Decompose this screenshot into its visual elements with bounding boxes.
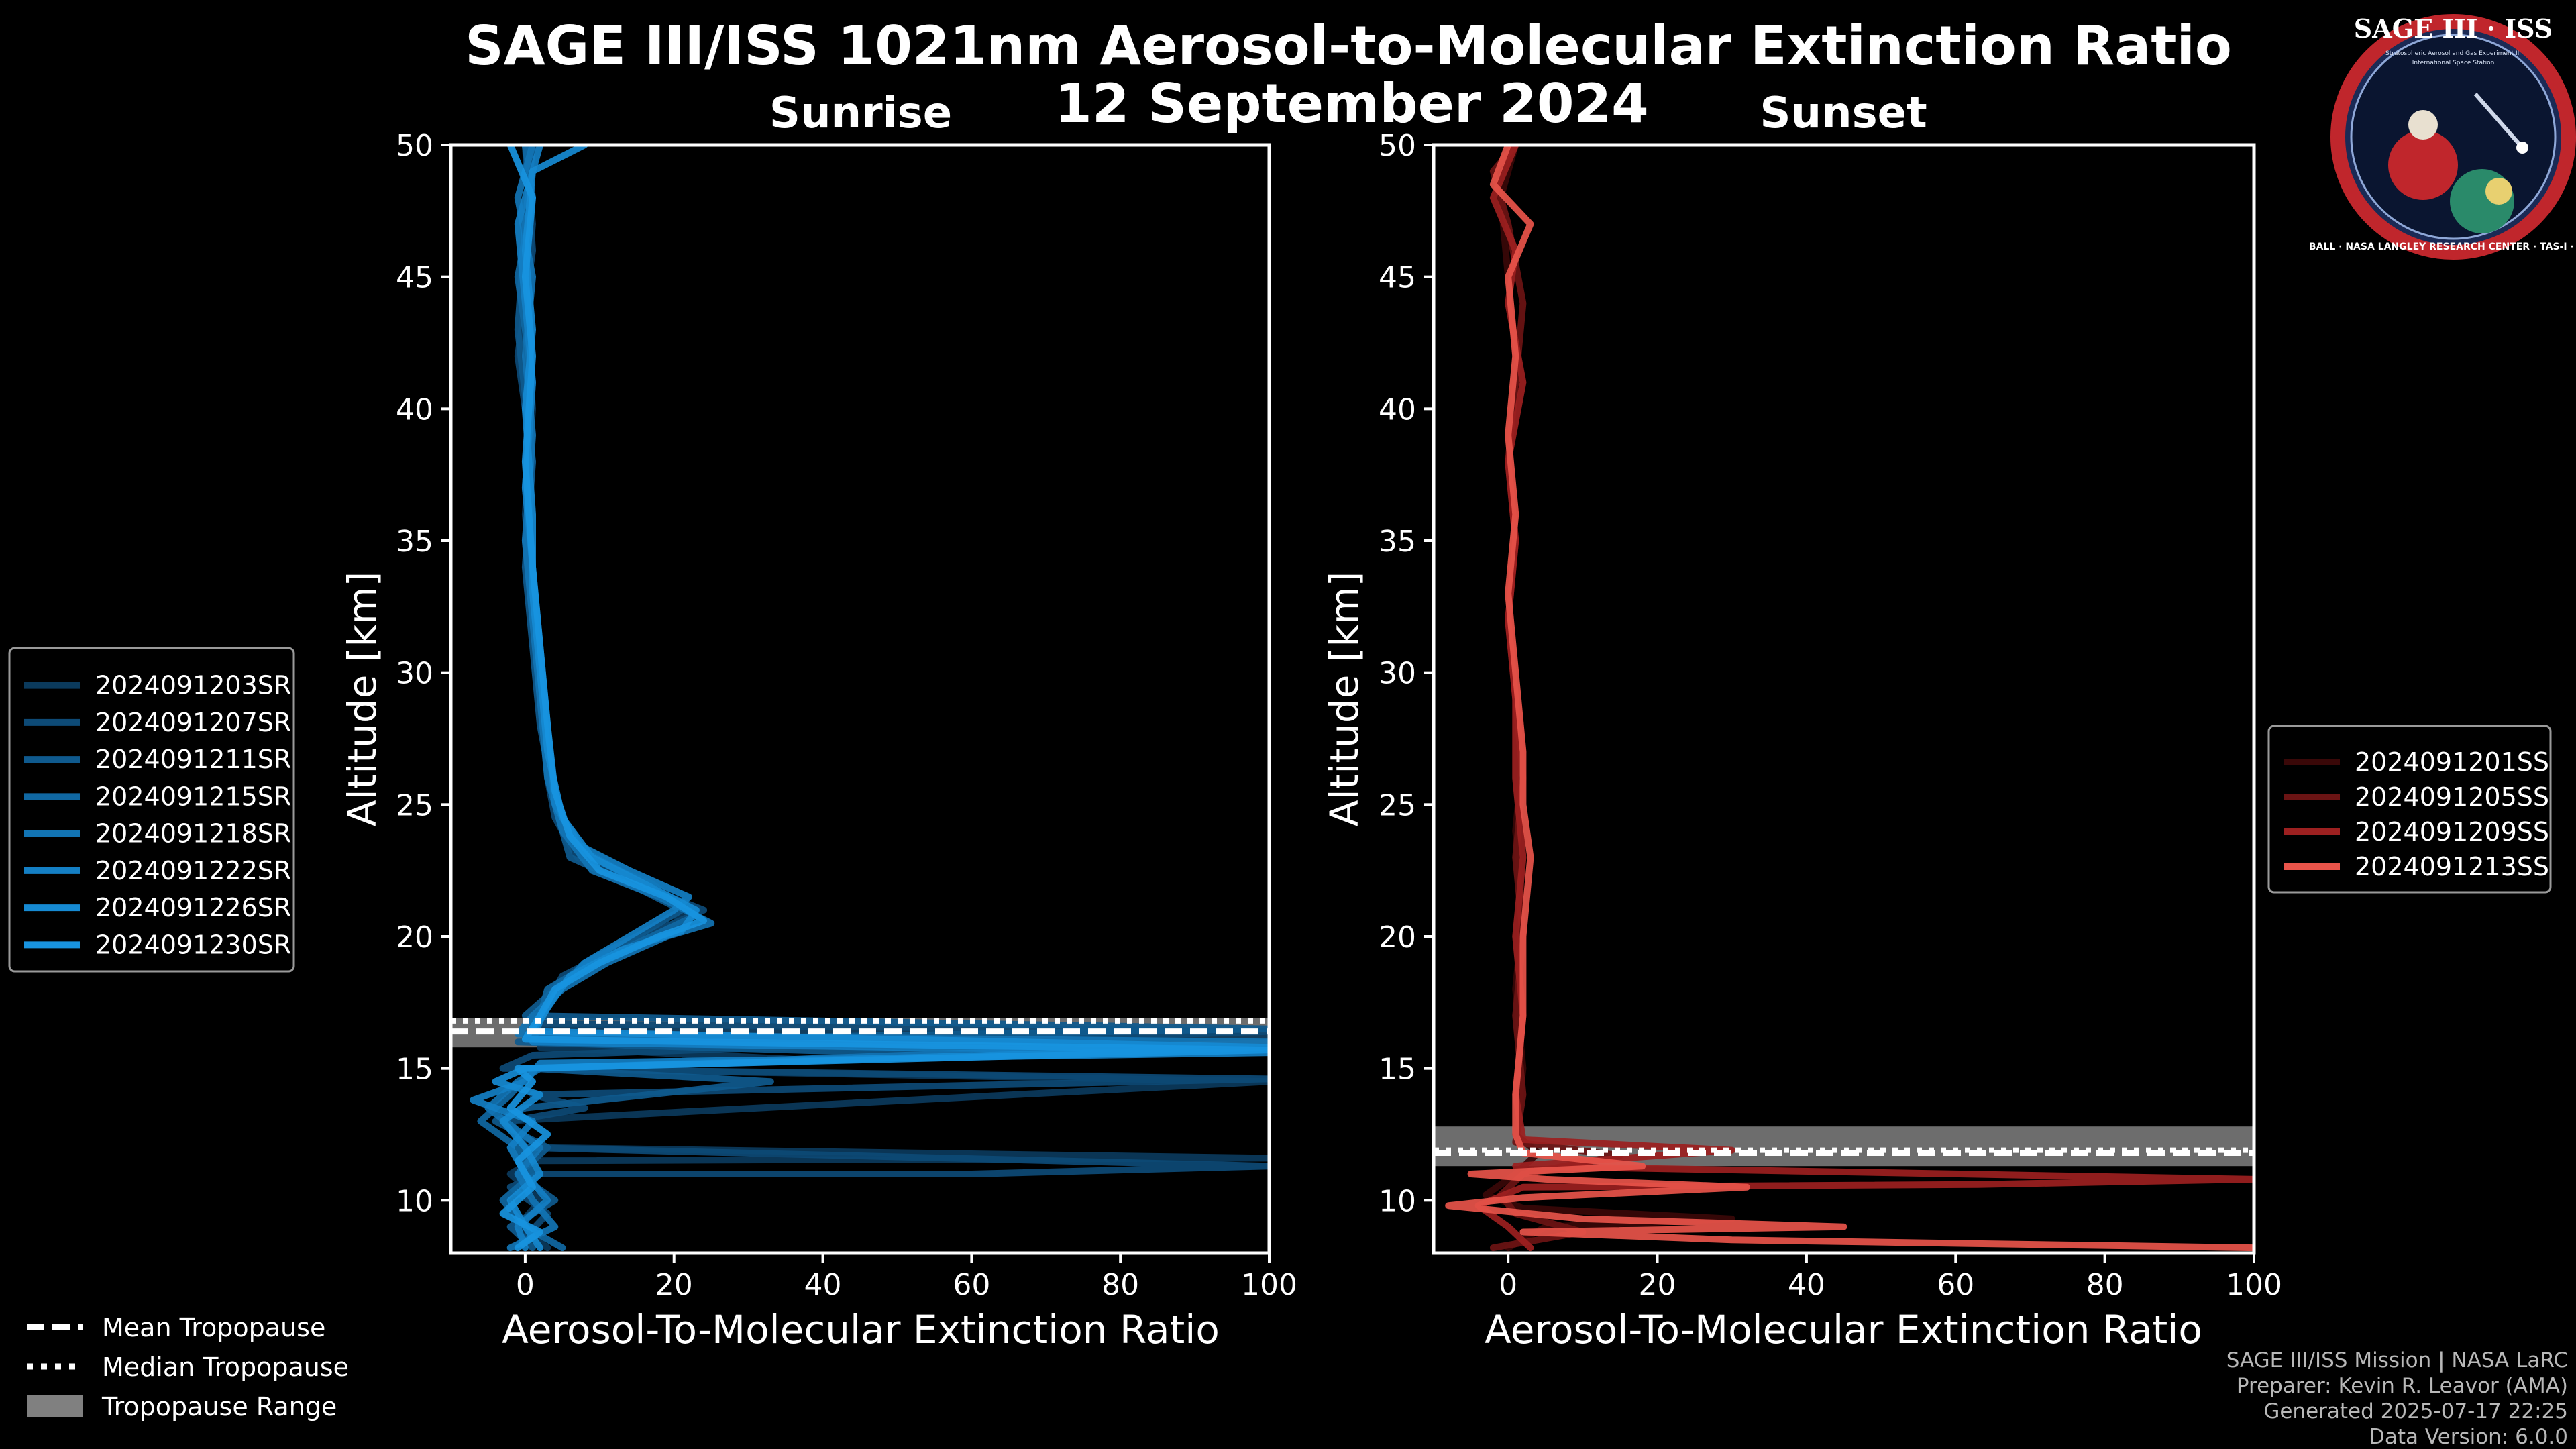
sunrise-y-tick-label: 50	[396, 129, 433, 163]
sunrise-panel-title: Sunrise	[769, 89, 952, 138]
sunrise-y-tick-label: 35	[396, 525, 433, 559]
sunrise-legend-label: 2024091230SR	[95, 930, 291, 959]
logo-subtitle-2: International Space Station	[2412, 60, 2495, 66]
sunrise-y-tick-label: 25	[396, 788, 433, 822]
sunrise-series-2024091230SR	[499, 145, 1269, 1252]
sunrise-x-tick-label: 100	[1241, 1268, 1297, 1302]
sunset-legend-label: 2024091201SS	[2355, 747, 2549, 777]
sunset-y-tick-label: 25	[1379, 788, 1416, 822]
sunrise-x-tick-label: 60	[953, 1268, 990, 1302]
sunset-series-2024091209SS	[1474, 145, 2254, 1252]
footer-data-version: Data Version: 6.0.0	[2369, 1425, 2568, 1449]
tropopause-range-label: Tropopause Range	[101, 1392, 337, 1421]
logo-subtitle-1: Stratospheric Aerosol and Gas Experiment…	[2385, 50, 2521, 57]
sunset-y-tick-label: 30	[1379, 657, 1416, 691]
sunset-x-tick-label: 80	[2086, 1268, 2124, 1302]
sunrise-panel: 0 20 40 60 80 100 10 15 20 25 30 35 40 45 50	[396, 129, 1297, 1302]
sunrise-legend-label: 2024091215SR	[95, 782, 291, 811]
sunset-series-2024091205SS	[1489, 145, 1623, 1252]
mean-tropopause-label: Mean Tropopause	[102, 1313, 325, 1342]
footer-preparer: Preparer: Kevin R. Leavor (AMA)	[2237, 1374, 2568, 1398]
sunrise-axes-frame	[449, 143, 1271, 1255]
sunrise-plot-area	[451, 145, 1269, 1252]
sunrise-legend-label: 2024091226SR	[95, 893, 291, 922]
sunrise-legend-label: 2024091203SR	[95, 671, 291, 700]
sunrise-x-axis-label: Aerosol-To-Molecular Extinction Ratio	[502, 1307, 1220, 1352]
tropopause-range-swatch	[27, 1395, 83, 1417]
sunrise-y-tick-label: 20	[396, 920, 433, 955]
sunrise-legend-label: 2024091222SR	[95, 856, 291, 885]
footer-generated: Generated 2025-07-17 22:25	[2263, 1399, 2568, 1424]
figure-date: 12 September 2024	[1055, 72, 1649, 135]
logo-ring-text: BALL · NASA LANGLEY RESEARCH CENTER · TA…	[2309, 241, 2576, 252]
logo-title: SAGE III · ISS	[2354, 13, 2553, 44]
sunset-legend-box	[2267, 724, 2552, 894]
footer-mission: SAGE III/ISS Mission | NASA LaRC	[2226, 1348, 2568, 1373]
sunset-y-tick-label: 50	[1379, 129, 1416, 163]
sunrise-y-tick-label: 45	[396, 261, 433, 295]
sunrise-series-2024091207SR	[499, 145, 1269, 1249]
sunset-axes-frame	[1432, 143, 2256, 1255]
sunset-legend-label: 2024091205SS	[2355, 782, 2549, 812]
sunset-series-2024091213SS	[1445, 145, 2254, 1252]
sunrise-y-tick-label: 40	[396, 392, 433, 427]
sunset-panel-title: Sunset	[1760, 89, 1927, 138]
sunrise-x-tick-label: 20	[655, 1268, 693, 1302]
footer: SAGE III/ISS Mission | NASA LaRC Prepare…	[2226, 1348, 2568, 1449]
sunset-y-tick-label: 20	[1379, 920, 1416, 955]
sunrise-legend-label: 2024091211SR	[95, 745, 291, 774]
sunset-y-tick-label: 10	[1379, 1184, 1416, 1218]
sunset-y-axis-label: Altitude [km]	[1322, 572, 1367, 826]
sunrise-y-axis-label: Altitude [km]	[339, 572, 385, 826]
sunrise-x-tick-label: 80	[1102, 1268, 1139, 1302]
tropopause-legend: Mean Tropopause Median Tropopause Tropop…	[27, 1313, 349, 1421]
sunset-y-tick-label: 40	[1379, 392, 1416, 427]
sunset-plot-area	[1434, 145, 2254, 1252]
median-tropopause-label: Median Tropopause	[102, 1352, 349, 1382]
sunrise-x-tick-label: 0	[516, 1268, 535, 1302]
sunset-x-tick-label: 20	[1639, 1268, 1676, 1302]
sage-iii-iss-logo: SAGE III · ISS Stratospheric Aerosol and…	[2309, 13, 2576, 260]
sunrise-x-tick-label: 40	[804, 1268, 842, 1302]
sunset-legend-label: 2024091209SS	[2355, 817, 2549, 847]
sunset-y-tick-label: 15	[1379, 1053, 1416, 1087]
sunset-x-tick-label: 100	[2226, 1268, 2282, 1302]
sunset-y-tick-label: 45	[1379, 261, 1416, 295]
sunset-y-tick-label: 35	[1379, 525, 1416, 559]
sunset-legend: 2024091201SS 2024091205SS 2024091209SS 2024…	[2267, 724, 2552, 894]
sunrise-legend-label: 2024091207SR	[95, 708, 291, 737]
sunrise-legend-label: 2024091218SR	[95, 819, 291, 849]
sunrise-legend: 2024091203SR 2024091207SR 2024091211SR 2024…	[8, 647, 295, 973]
sunset-panel: 0 20 40 60 80 100 10 15 20 25 30 35 40 45 50	[1379, 129, 2282, 1302]
figure-title: SAGE III/ISS 1021nm Aerosol-to-Molecular…	[465, 15, 2232, 77]
sunrise-y-tick-label: 10	[396, 1184, 433, 1218]
sunrise-y-tick-label: 15	[396, 1053, 433, 1087]
sunset-legend-label: 2024091213SS	[2355, 852, 2549, 881]
sunset-x-tick-label: 0	[1499, 1268, 1517, 1302]
sunset-x-tick-label: 60	[1937, 1268, 1974, 1302]
sunrise-y-tick-label: 30	[396, 657, 433, 691]
sunset-x-tick-label: 40	[1788, 1268, 1825, 1302]
sunset-x-axis-label: Aerosol-To-Molecular Extinction Ratio	[1485, 1307, 2202, 1352]
sunrise-legend-box	[8, 647, 295, 973]
